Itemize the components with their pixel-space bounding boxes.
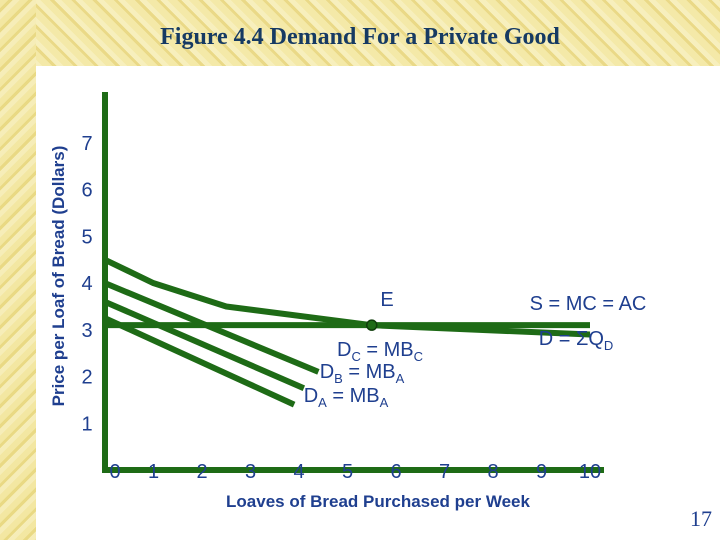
supply-curve-label: S = MC = AC [530,293,647,315]
x-tick-label: 1 [148,461,159,483]
demand-c-label: DC = MBC [337,339,423,364]
demand-a-curve [103,315,296,408]
demand-b-label: DB = MBA [320,361,405,386]
x-tick-label: 5 [342,461,353,483]
market-demand-label-sub: D [604,338,613,353]
x-tick-label: 2 [196,461,207,483]
demand-c-label-mid: = MB [361,339,414,361]
chart-ticks-layer: 1 2 3 4 5 6 7 0 1 2 3 4 5 6 7 8 9 10 [81,133,601,483]
equilibrium-point-e [366,319,378,331]
x-tick-label: 9 [536,461,547,483]
market-demand-curve [103,257,591,338]
x-tick-label: 6 [390,461,401,483]
demand-a-label-d: D [304,385,318,407]
demand-a-label-mid: = MB [327,385,380,407]
x-tick-label: 4 [293,461,304,483]
demand-a-label-mb-sub: A [380,395,389,410]
demand-b-label-mb-sub: A [396,371,405,386]
y-tick-label: 7 [81,133,92,155]
chart-axes-layer [102,92,604,473]
y-tick-label: 2 [81,367,92,389]
demand-b-curve [103,299,306,392]
market-demand-label: D = ΣQD [539,328,614,353]
y-tick-label: 3 [81,320,92,342]
x-tick-label: 8 [487,461,498,483]
y-tick-label: 1 [81,413,92,435]
x-tick-label: 3 [245,461,256,483]
demand-c-label-d-sub: C [351,349,360,364]
demand-a-label: DA = MBA [304,385,389,410]
demand-c-label-mb-sub: C [414,349,423,364]
demand-c-curve [103,280,320,375]
equilibrium-point-label: E [380,289,393,311]
y-tick-label: 6 [81,180,92,202]
x-tick-label: 7 [439,461,450,483]
y-tick-label: 4 [81,273,92,295]
market-demand-label-text: D = ΣQ [539,328,604,350]
demand-c-label-d: D [337,339,351,361]
chart-lines-layer [103,257,591,408]
x-tick-label: 10 [579,461,601,483]
page-number: 17 [690,506,712,531]
demand-b-label-d-sub: B [334,371,343,386]
demand-a-label-d-sub: A [318,395,327,410]
x-axis-label: Loaves of Bread Purchased per Week [226,492,530,511]
left-background-band [0,0,36,540]
slide-title: Figure 4.4 Demand For a Private Good [160,24,560,50]
y-tick-label: 5 [81,226,92,248]
demand-b-label-mid: = MB [343,361,396,383]
x-tick-label: 0 [109,461,120,483]
title-background-band [0,0,720,66]
demand-b-label-d: D [320,361,334,383]
